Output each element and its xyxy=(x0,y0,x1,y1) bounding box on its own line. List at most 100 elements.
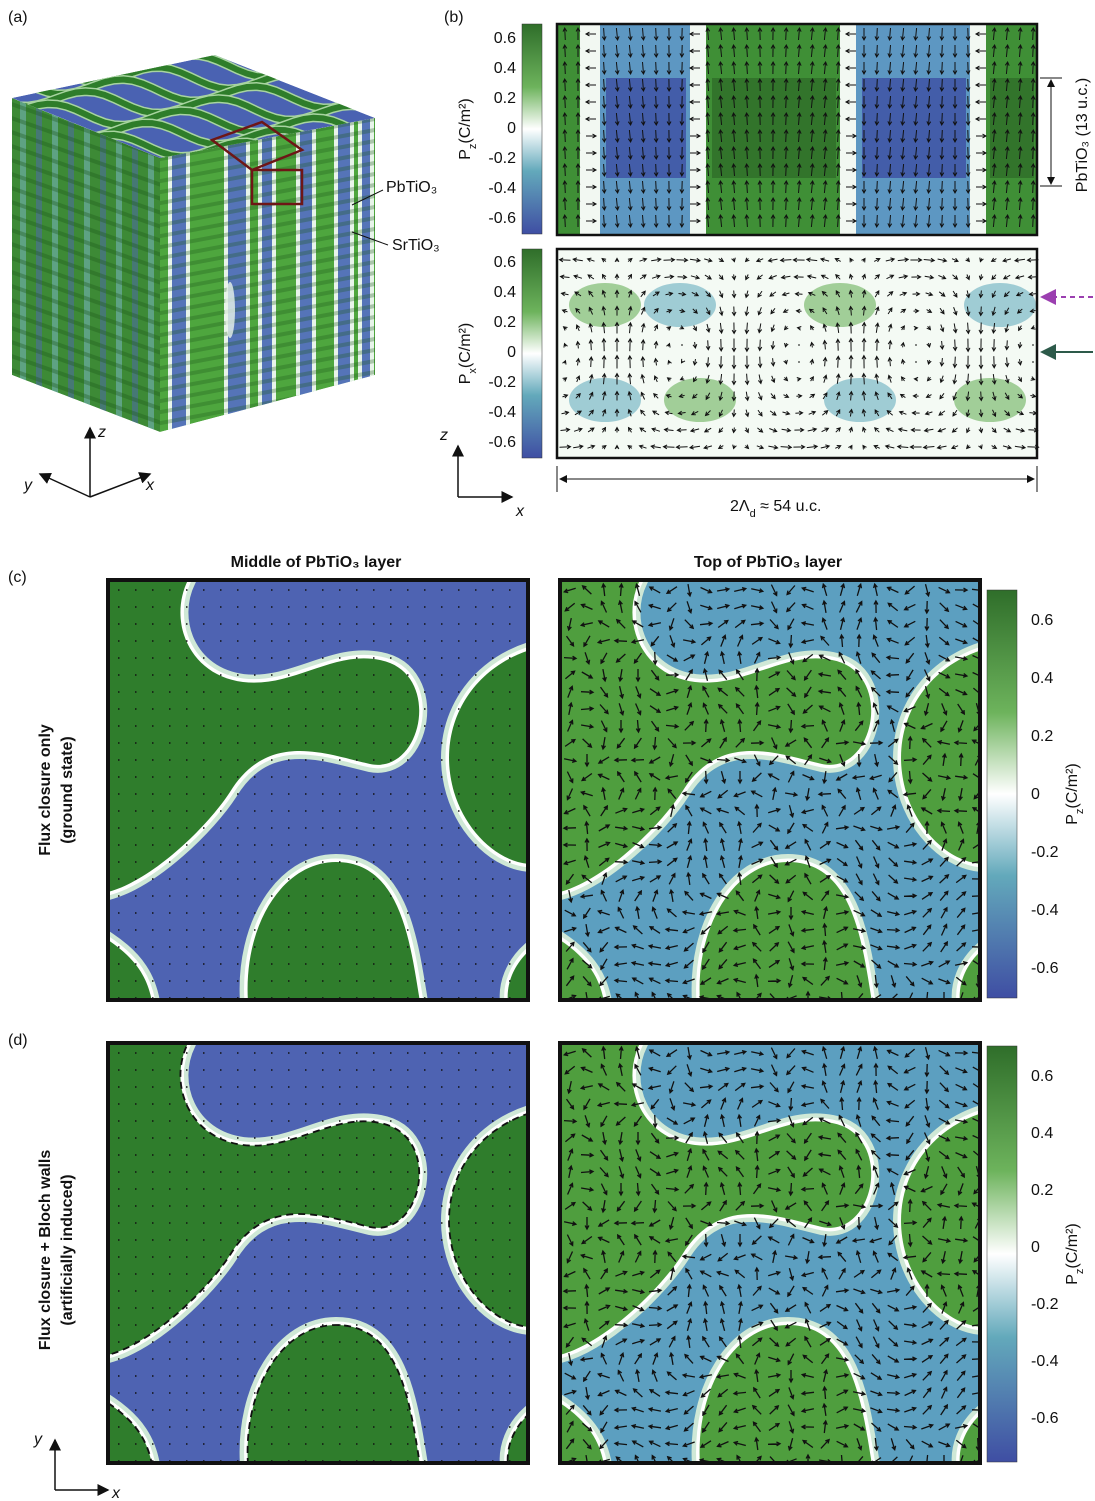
panel-label: (c) xyxy=(8,569,27,586)
domain-map xyxy=(108,1043,528,1463)
text-part: P xyxy=(457,374,474,385)
domain xyxy=(690,24,706,235)
lobe xyxy=(569,283,641,327)
layer-line xyxy=(160,118,375,163)
layer-line xyxy=(12,126,160,190)
colorbar-tick-label: 0.6 xyxy=(1031,612,1053,629)
colorbar-tick-label: 0.4 xyxy=(1031,670,1053,687)
domain xyxy=(449,1113,528,1327)
domain xyxy=(507,1414,528,1463)
colorbar-tick-label: -0.2 xyxy=(1031,844,1059,861)
text-part: (C/m²) xyxy=(1064,763,1081,808)
domain xyxy=(108,580,420,892)
text-part: (C/m²) xyxy=(457,98,474,143)
layer-line xyxy=(12,182,160,246)
domains xyxy=(108,1043,528,1463)
domain xyxy=(12,100,375,142)
layer-line xyxy=(160,237,375,284)
colorbar-tick-label: 0.6 xyxy=(494,30,516,47)
frame xyxy=(555,22,1039,237)
domain xyxy=(449,650,528,864)
colorbar-label: Pz(C/m²) xyxy=(457,98,479,159)
bloch-wall xyxy=(448,1112,528,1328)
colorbar-tick-label: 0 xyxy=(507,120,516,137)
selection-box xyxy=(209,120,305,172)
domain xyxy=(560,940,604,1000)
colorbar-tick-label: -0.4 xyxy=(1031,1353,1059,1370)
stripe xyxy=(84,98,90,432)
stripe xyxy=(262,118,272,432)
layer-line xyxy=(12,112,160,176)
layer-line xyxy=(12,224,160,288)
layer-line xyxy=(160,303,375,350)
stripe xyxy=(362,118,370,432)
colorbar-tick-label: 0.2 xyxy=(1031,728,1053,745)
polarization-dots xyxy=(118,1052,528,1462)
subscript: d xyxy=(750,508,756,520)
period-label: 2Λd ≈ 54 u.c. xyxy=(730,498,821,520)
layer-line xyxy=(160,369,375,416)
lobe xyxy=(804,283,876,327)
domain xyxy=(580,24,600,235)
colorbar-tick-label: 0.2 xyxy=(494,314,516,331)
domain-core xyxy=(712,78,836,178)
layer-line xyxy=(12,140,160,204)
stripe xyxy=(228,118,246,432)
colorbar-label: Pz(C/m²) xyxy=(1064,1223,1086,1284)
cube-left-face xyxy=(12,98,160,432)
layer-label: SrTiO₃ xyxy=(392,237,440,254)
colorbar-tick-label: -0.4 xyxy=(1031,902,1059,919)
colorbar xyxy=(521,248,543,459)
domain xyxy=(507,951,528,1000)
colorbar xyxy=(521,23,543,235)
axis-label: x xyxy=(515,503,525,520)
axis-label: x xyxy=(145,477,155,494)
layer-line xyxy=(160,314,375,361)
axis-arrow xyxy=(38,472,91,498)
frame xyxy=(106,578,530,1002)
stripe xyxy=(338,118,350,432)
stripe xyxy=(148,98,154,432)
stripe xyxy=(132,98,138,432)
layer-line xyxy=(12,210,160,274)
colorbar-label: Px(C/m²) xyxy=(457,323,479,384)
frame xyxy=(106,1041,530,1465)
layer-line xyxy=(160,160,375,207)
layer-line xyxy=(160,281,375,328)
axis-label: z xyxy=(97,424,106,441)
colorbar-tick-label: 0.4 xyxy=(494,60,516,77)
domain xyxy=(108,940,152,1000)
colorbar-tick-label: 0.4 xyxy=(1031,1125,1053,1142)
domain-core xyxy=(606,78,686,178)
colorbar-tick-label: -0.2 xyxy=(488,374,516,391)
domains xyxy=(108,580,528,1000)
layer-line xyxy=(160,226,375,273)
domain xyxy=(247,1325,420,1463)
colorbar-tick-label: 0.6 xyxy=(1031,1068,1053,1085)
subscript: z xyxy=(467,144,479,150)
domain xyxy=(557,24,580,235)
stripe xyxy=(100,98,106,432)
panel-label: (d) xyxy=(8,1032,28,1049)
layer-line xyxy=(160,259,375,306)
lobe xyxy=(664,378,736,422)
colorbar-tick-label: 0 xyxy=(1031,786,1040,803)
text-part: P xyxy=(1064,814,1081,825)
colorbar-tick-label: 0.2 xyxy=(494,90,516,107)
column-title: Top of PbTiO₃ layer xyxy=(694,554,842,571)
row-title: Flux closure only xyxy=(37,724,54,856)
layer-line xyxy=(12,336,160,400)
colorbar xyxy=(986,589,1018,999)
text-part: (C/m²) xyxy=(457,323,474,368)
heatmap-pz xyxy=(557,24,1037,235)
layer-line xyxy=(160,270,375,317)
row-title: (artificially induced) xyxy=(59,1174,76,1325)
lobe xyxy=(964,283,1036,327)
colorbar-tick-label: 0.2 xyxy=(1031,1182,1053,1199)
colorbar-tick-label: -0.6 xyxy=(1031,1410,1059,1427)
layer-line xyxy=(12,294,160,358)
axis-label: z xyxy=(439,427,448,444)
layer-line xyxy=(160,358,375,405)
text-part: (C/m²) xyxy=(1064,1223,1081,1268)
